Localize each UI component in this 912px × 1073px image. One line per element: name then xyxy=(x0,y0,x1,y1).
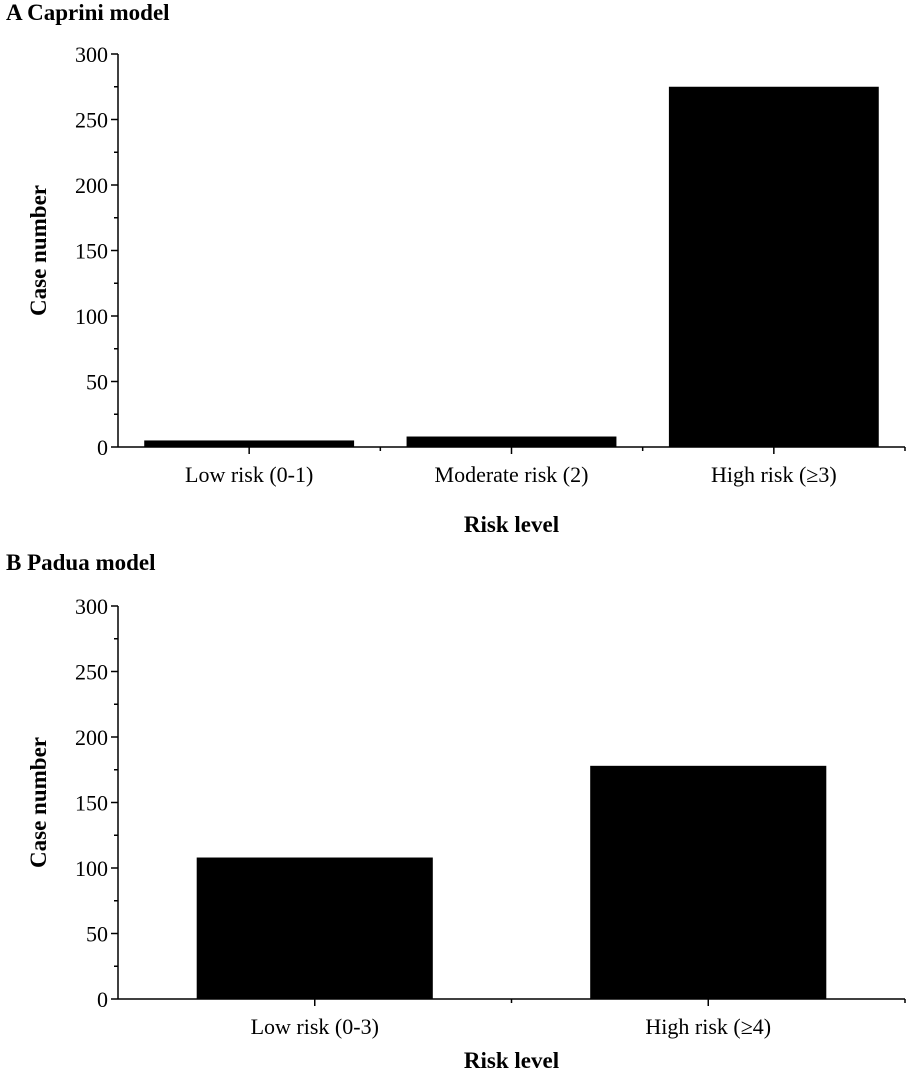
y-tick-label: 300 xyxy=(75,594,108,619)
y-tick-label: 0 xyxy=(97,987,108,1012)
y-axis-label: Case number xyxy=(26,185,51,316)
chart-a-title: A Caprini model xyxy=(6,0,170,25)
x-tick-label: High risk (≥4) xyxy=(645,1014,771,1039)
chart-b: Low risk (0-3) High risk (≥4) 0 50 100 150 200… xyxy=(26,594,906,1073)
chart-b-title: B Padua model xyxy=(6,550,156,575)
y-tick-label: 0 xyxy=(97,435,108,460)
x-axis-label: Risk level xyxy=(464,1048,559,1073)
y-axis-label: Case number xyxy=(26,737,51,868)
bar xyxy=(668,86,879,447)
bar xyxy=(590,765,827,999)
y-tick-label: 150 xyxy=(75,791,108,816)
y-tick-label: 200 xyxy=(75,725,108,750)
y-tick-label: 200 xyxy=(75,173,108,198)
y-tick-label: 300 xyxy=(75,42,108,67)
y-tick-label: 100 xyxy=(75,856,108,881)
y-tick-label: 250 xyxy=(75,108,108,133)
bar xyxy=(406,436,617,447)
bar xyxy=(196,857,433,999)
y-tick-label: 150 xyxy=(75,239,108,264)
x-tick-label: Low risk (0-1) xyxy=(185,462,313,487)
y-tick-label: 50 xyxy=(86,922,108,947)
x-tick-label: High risk (≥3) xyxy=(711,462,837,487)
x-axis-label: Risk level xyxy=(464,512,559,537)
y-tick-label: 100 xyxy=(75,304,108,329)
bar xyxy=(144,440,355,447)
x-tick-label: Moderate risk (2) xyxy=(435,462,589,487)
chart-a: Low risk (0-1) Moderate risk (2) High risk… xyxy=(26,42,906,537)
y-tick-label: 50 xyxy=(86,370,108,395)
x-tick-label: Low risk (0-3) xyxy=(251,1014,379,1039)
y-tick-label: 250 xyxy=(75,660,108,685)
